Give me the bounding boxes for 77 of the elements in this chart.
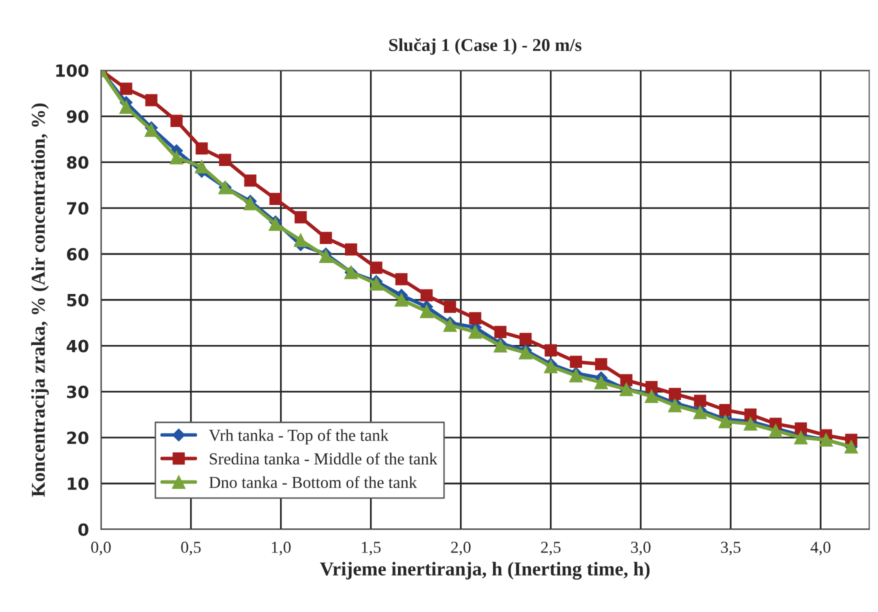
point <box>144 123 158 137</box>
point <box>394 293 408 307</box>
y-tick-label: 40 <box>66 340 88 352</box>
y-tick-label: 80 <box>66 156 88 169</box>
x-tick-label: 3,5 <box>721 542 740 556</box>
x-tick-label: 4,0 <box>810 542 830 556</box>
point <box>244 174 256 187</box>
point <box>145 94 158 106</box>
point <box>444 300 456 313</box>
point <box>494 326 506 338</box>
point <box>544 344 557 356</box>
x-tick-label: 0,0 <box>91 542 111 556</box>
point <box>244 196 258 210</box>
point <box>694 394 706 407</box>
y-tick-label: 10 <box>68 477 88 490</box>
x-axis-title: Vrijeme inertiranja, h (Inerting time, h) <box>320 562 650 580</box>
point <box>294 233 308 247</box>
x-tick-label: 3,0 <box>631 542 651 556</box>
legend-label: Dno tanka - Bottom of the tank <box>209 476 418 488</box>
point <box>120 82 132 95</box>
point <box>744 417 758 431</box>
point <box>320 232 332 244</box>
chart-title: Slučaj 1 (Case 1) - 20 m/s <box>389 38 582 55</box>
y-tick-label: 70 <box>67 202 88 215</box>
point <box>420 289 433 302</box>
point <box>620 374 632 386</box>
point <box>119 100 133 114</box>
point <box>370 262 382 274</box>
point <box>718 414 732 428</box>
point <box>569 368 583 382</box>
point <box>469 312 482 324</box>
point <box>369 277 384 291</box>
point <box>420 304 434 318</box>
point <box>544 360 558 374</box>
y-tick-label: 60 <box>67 248 88 261</box>
point <box>269 192 282 205</box>
y-tick-label: 0 <box>78 523 88 536</box>
y-tick-label: 30 <box>67 386 88 398</box>
point <box>744 408 757 421</box>
x-tick-label: 2,5 <box>541 542 561 556</box>
point <box>719 404 732 416</box>
legend-label: Sredina tanka - Middle of the tank <box>210 452 438 464</box>
point <box>518 346 532 360</box>
point <box>395 273 408 286</box>
point <box>468 325 482 339</box>
point <box>570 356 582 368</box>
point <box>645 381 658 394</box>
point <box>194 160 208 174</box>
point <box>520 332 532 345</box>
point <box>595 358 608 370</box>
point <box>170 150 184 164</box>
point <box>668 388 681 400</box>
point <box>319 250 333 264</box>
point <box>693 406 707 420</box>
point <box>443 318 457 332</box>
point <box>294 211 307 224</box>
point <box>668 398 682 412</box>
x-tick-label: 1,0 <box>272 542 291 556</box>
point <box>219 154 232 166</box>
point <box>794 422 807 434</box>
point <box>170 114 183 127</box>
x-tick-label: 2,0 <box>451 542 471 556</box>
point <box>268 217 282 231</box>
x-tick-label: 1,5 <box>362 542 381 556</box>
y-tick-label: 20 <box>67 432 88 444</box>
point <box>494 339 508 353</box>
point <box>594 376 608 390</box>
point <box>344 243 358 256</box>
point <box>644 390 658 404</box>
y-axis-title: Koncentracija zraka, % (Air concentration, %) <box>31 104 49 497</box>
y-tick-label: 100 <box>56 64 88 77</box>
point <box>794 430 808 444</box>
point <box>196 142 208 154</box>
x-tick-label: 0,5 <box>181 542 201 556</box>
y-tick-label: 50 <box>67 294 88 306</box>
legend-label: Vrh tanka - Top of the tank <box>208 429 389 444</box>
y-tick-label: 90 <box>66 110 88 123</box>
